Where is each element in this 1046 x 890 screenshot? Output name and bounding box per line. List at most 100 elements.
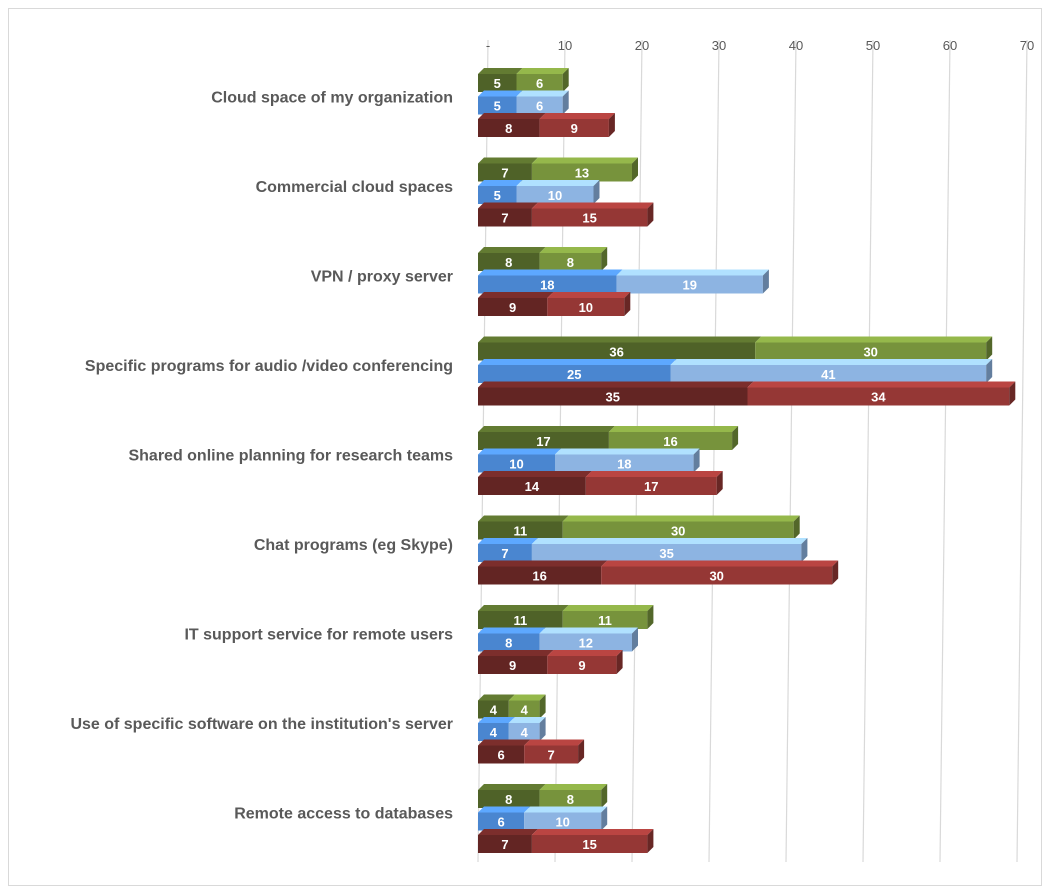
bar-data-label: 9 — [509, 658, 516, 673]
bar-side-face — [693, 448, 700, 473]
bar-data-label: 7 — [501, 546, 508, 561]
x-tick-label: 30 — [712, 38, 726, 53]
bar-top-face — [562, 515, 800, 522]
category-label: IT support service for remote users — [184, 626, 453, 643]
bar-side-face — [562, 90, 569, 115]
bar-segment — [478, 253, 540, 271]
bar-data-label: 19 — [683, 278, 697, 293]
bar-top-face — [516, 90, 569, 97]
bar-segment — [478, 700, 509, 719]
bar-side-face — [732, 426, 739, 450]
bar-top-face — [539, 247, 608, 253]
bar-top-face — [478, 471, 592, 477]
bar-segment — [516, 74, 563, 92]
bar-data-label: 9 — [578, 658, 585, 673]
bar-side-face — [601, 806, 608, 831]
gridline-50 — [862, 39, 874, 863]
x-tick-label: 20 — [635, 38, 649, 53]
bar-data-label: 5 — [494, 99, 501, 114]
x-tick-label: - — [486, 38, 490, 53]
bar-segment — [616, 275, 763, 294]
bar-top-face — [547, 650, 623, 656]
bar-side-face — [762, 269, 769, 294]
bar-segment — [478, 521, 563, 540]
bar-top-face — [747, 381, 1016, 388]
bar-data-label: 6 — [497, 748, 504, 763]
bar-side-face — [1009, 381, 1016, 406]
bar-top-face — [478, 627, 546, 634]
bar-data-label: 14 — [525, 479, 540, 494]
bar-top-face — [478, 806, 531, 813]
bar-segment — [531, 544, 802, 562]
bar-top-face — [478, 448, 561, 455]
bar-data-label: 11 — [513, 613, 527, 628]
bar-data-label: 4 — [490, 725, 498, 740]
bar-top-face — [508, 717, 546, 723]
bar-side-face — [647, 202, 654, 227]
bar-top-face — [608, 426, 739, 432]
bar-segment — [524, 812, 602, 831]
bar-side-face — [608, 113, 615, 137]
bar-top-face — [547, 292, 631, 298]
bar-segment — [601, 566, 833, 585]
bar-segment — [747, 387, 1010, 406]
bar-top-face — [601, 560, 839, 567]
bar-top-face — [478, 538, 538, 544]
bar-segment — [478, 633, 540, 652]
bar-segment — [555, 454, 694, 473]
bar-top-face — [755, 336, 993, 343]
bar-data-label: 7 — [501, 211, 508, 226]
gridline-40 — [785, 39, 797, 863]
bar-top-face — [478, 829, 538, 835]
bar-top-face — [478, 359, 677, 365]
bar-segment — [478, 566, 602, 585]
bar-segment — [531, 163, 632, 182]
bar-segment — [478, 119, 540, 137]
bar-side-face — [832, 560, 839, 585]
bar-segment — [539, 790, 602, 808]
bar-side-face — [562, 68, 569, 92]
bar-top-face — [478, 269, 623, 276]
x-tick-label: 50 — [866, 38, 880, 53]
bar-data-label: 7 — [501, 166, 508, 181]
bar-top-face — [508, 694, 546, 701]
bar-data-label: 6 — [497, 815, 504, 830]
bar-data-label: 18 — [540, 278, 554, 293]
bar-side-face — [539, 717, 546, 741]
bar-top-face — [478, 560, 608, 567]
bar-segment — [478, 432, 609, 450]
bar-segment — [478, 186, 517, 204]
bar-top-face — [478, 515, 569, 522]
bar-top-face — [524, 806, 608, 813]
bar-top-face — [478, 605, 569, 611]
category-label: Chat programs (eg Skype) — [254, 537, 453, 554]
bar-segment — [478, 611, 563, 629]
bar-data-label: 12 — [579, 636, 593, 651]
bar-data-label: 7 — [548, 748, 555, 763]
bar-side-face — [793, 515, 800, 540]
bar-data-label: 41 — [821, 367, 835, 382]
bar-top-face — [478, 90, 523, 97]
bar-segment — [478, 790, 540, 808]
bar-top-face — [516, 180, 600, 186]
bar-segment — [547, 298, 625, 316]
x-tick-label: 10 — [558, 38, 572, 53]
category-label: Cloud space of my organization — [211, 89, 453, 106]
bar-data-label: 8 — [505, 792, 512, 807]
bar-data-label: 8 — [505, 121, 512, 136]
gridline-30 — [708, 39, 720, 863]
bar-segment — [562, 611, 648, 629]
bar-segment — [478, 477, 586, 495]
bar-side-face — [593, 180, 600, 204]
category-label: Remote access to databases — [234, 805, 453, 822]
bar-data-label: 15 — [582, 211, 596, 226]
bar-segment — [608, 432, 733, 450]
bar-segment — [478, 208, 532, 227]
bar-top-face — [478, 157, 538, 164]
bar-segment — [478, 163, 532, 182]
bar-data-label: 8 — [567, 792, 574, 807]
bar-side-face — [716, 471, 723, 495]
bar-segment — [478, 656, 548, 674]
